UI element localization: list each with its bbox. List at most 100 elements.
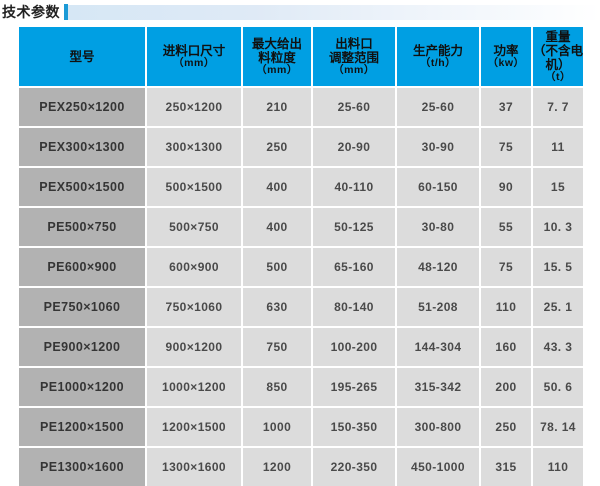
data-cell: 900×1200 [147,328,243,368]
model-cell: PE500×750 [19,208,147,248]
column-header-2: 最大给出 料粒度 （mm） [243,27,313,88]
data-cell: 144-304 [397,328,481,368]
data-cell: 250×1200 [147,88,243,128]
table-row: PE900×1200 900×1200 750 100-200 144-304 160 43… [19,328,583,368]
data-cell: 90 [481,168,533,208]
table-row: PE750×1060 750×1060 630 80-140 51-208 110 25. … [19,288,583,328]
data-cell: 1000 [243,408,313,448]
data-cell: 48-120 [397,248,481,288]
data-cell: 600×900 [147,248,243,288]
data-cell: 30-90 [397,128,481,168]
column-header-text: 进料口尺寸 [162,43,226,58]
title-gradient-band [68,4,600,20]
column-header-text: 型号 [69,49,95,64]
table-row: PEX250×1200 250×1200 210 25-60 25-60 37 7. 7 [19,88,583,128]
table-row: PEX300×1300 300×1300 250 20-90 30-90 75 11 [19,128,583,168]
data-cell: 315 [481,448,533,486]
data-cell: 25. 1 [533,288,583,328]
data-cell: 50. 6 [533,368,583,408]
data-cell: 75 [481,248,533,288]
data-cell: 500 [243,248,313,288]
technical-parameters-table: 型号 进料口尺寸 （mm） 最大给出 料粒度 （mm） 出料口 调整范围 （mm） 生产能力 （t/… [19,27,583,486]
column-header-text: 调整范围 [328,50,379,65]
column-header-text: 出料口 [335,36,373,51]
data-cell: 60-150 [397,168,481,208]
column-header-unit: （mm） [333,63,375,76]
data-cell: 750 [243,328,313,368]
data-cell: 20-90 [313,128,397,168]
title-accent-bar [64,4,68,20]
data-cell: 51-208 [397,288,481,328]
data-cell: 500×1500 [147,168,243,208]
data-cell: 315-342 [397,368,481,408]
data-cell: 220-350 [313,448,397,486]
data-cell: 300×1300 [147,128,243,168]
data-cell: 1300×1600 [147,448,243,486]
model-cell: PE900×1200 [19,328,147,368]
column-header-unit: （mm） [173,56,215,69]
column-header-unit: （t/h） [419,56,457,69]
data-cell: 200 [481,368,533,408]
data-cell: 250 [481,408,533,448]
model-cell: PE1200×1500 [19,408,147,448]
column-header-text: （不含电机） [533,43,584,72]
data-cell: 210 [243,88,313,128]
data-cell: 250 [243,128,313,168]
data-cell: 100-200 [313,328,397,368]
column-header-unit: （mm） [256,63,298,76]
data-cell: 1200×1500 [147,408,243,448]
data-cell: 400 [243,168,313,208]
column-header-text: 生产能力 [412,43,463,58]
column-header-5: 功率 （kw） [481,27,533,88]
table-row: PE1200×1500 1200×1500 1000 150-350 300-800 25… [19,408,583,448]
data-cell: 400 [243,208,313,248]
column-header-3: 出料口 调整范围 （mm） [313,27,397,88]
data-cell: 80-140 [313,288,397,328]
data-cell: 55 [481,208,533,248]
column-header-text: 最大给出 [251,36,302,51]
column-header-unit: （t） [545,70,571,83]
data-cell: 30-80 [397,208,481,248]
section-title-bar: 技术参数 [0,0,600,24]
column-header-text: 重量 [545,29,571,44]
table-row: PE600×900 600×900 500 65-160 48-120 75 15. 5 [19,248,583,288]
data-cell: 78. 14 [533,408,583,448]
table-header: 型号 进料口尺寸 （mm） 最大给出 料粒度 （mm） 出料口 调整范围 （mm） 生产能力 （t/… [19,27,583,88]
data-cell: 110 [481,288,533,328]
model-cell: PE600×900 [19,248,147,288]
table-row: PE1000×1200 1000×1200 850 195-265 315-342 200… [19,368,583,408]
data-cell: 25-60 [313,88,397,128]
data-cell: 25-60 [397,88,481,128]
table-row: PE1300×1600 1300×1600 1200 220-350 450-1000 3… [19,448,583,486]
data-cell: 10. 3 [533,208,583,248]
column-header-1: 进料口尺寸 （mm） [147,27,243,88]
data-cell: 850 [243,368,313,408]
data-cell: 15. 5 [533,248,583,288]
model-cell: PE750×1060 [19,288,147,328]
table-row: PEX500×1500 500×1500 400 40-110 60-150 90 15 [19,168,583,208]
column-header-unit: （kw） [487,56,525,69]
data-cell: 1000×1200 [147,368,243,408]
data-cell: 43. 3 [533,328,583,368]
data-cell: 630 [243,288,313,328]
data-cell: 300-800 [397,408,481,448]
header-row: 型号 进料口尺寸 （mm） 最大给出 料粒度 （mm） 出料口 调整范围 （mm） 生产能力 （t/… [19,27,583,88]
model-cell: PEX300×1300 [19,128,147,168]
table-body: PEX250×1200 250×1200 210 25-60 25-60 37 7. 7 PE… [19,88,583,486]
data-cell: 750×1060 [147,288,243,328]
data-cell: 7. 7 [533,88,583,128]
data-cell: 75 [481,128,533,168]
column-header-text: 料粒度 [258,50,296,65]
page-title: 技术参数 [2,4,60,20]
data-cell: 40-110 [313,168,397,208]
column-header-4: 生产能力 （t/h） [397,27,481,88]
model-cell: PEX500×1500 [19,168,147,208]
data-cell: 1200 [243,448,313,486]
column-header-0: 型号 [19,27,147,88]
table-row: PE500×750 500×750 400 50-125 30-80 55 10. 3 [19,208,583,248]
data-cell: 110 [533,448,583,486]
data-cell: 37 [481,88,533,128]
model-cell: PEX250×1200 [19,88,147,128]
spec-table-container: 型号 进料口尺寸 （mm） 最大给出 料粒度 （mm） 出料口 调整范围 （mm） 生产能力 （t/… [19,27,583,486]
data-cell: 15 [533,168,583,208]
